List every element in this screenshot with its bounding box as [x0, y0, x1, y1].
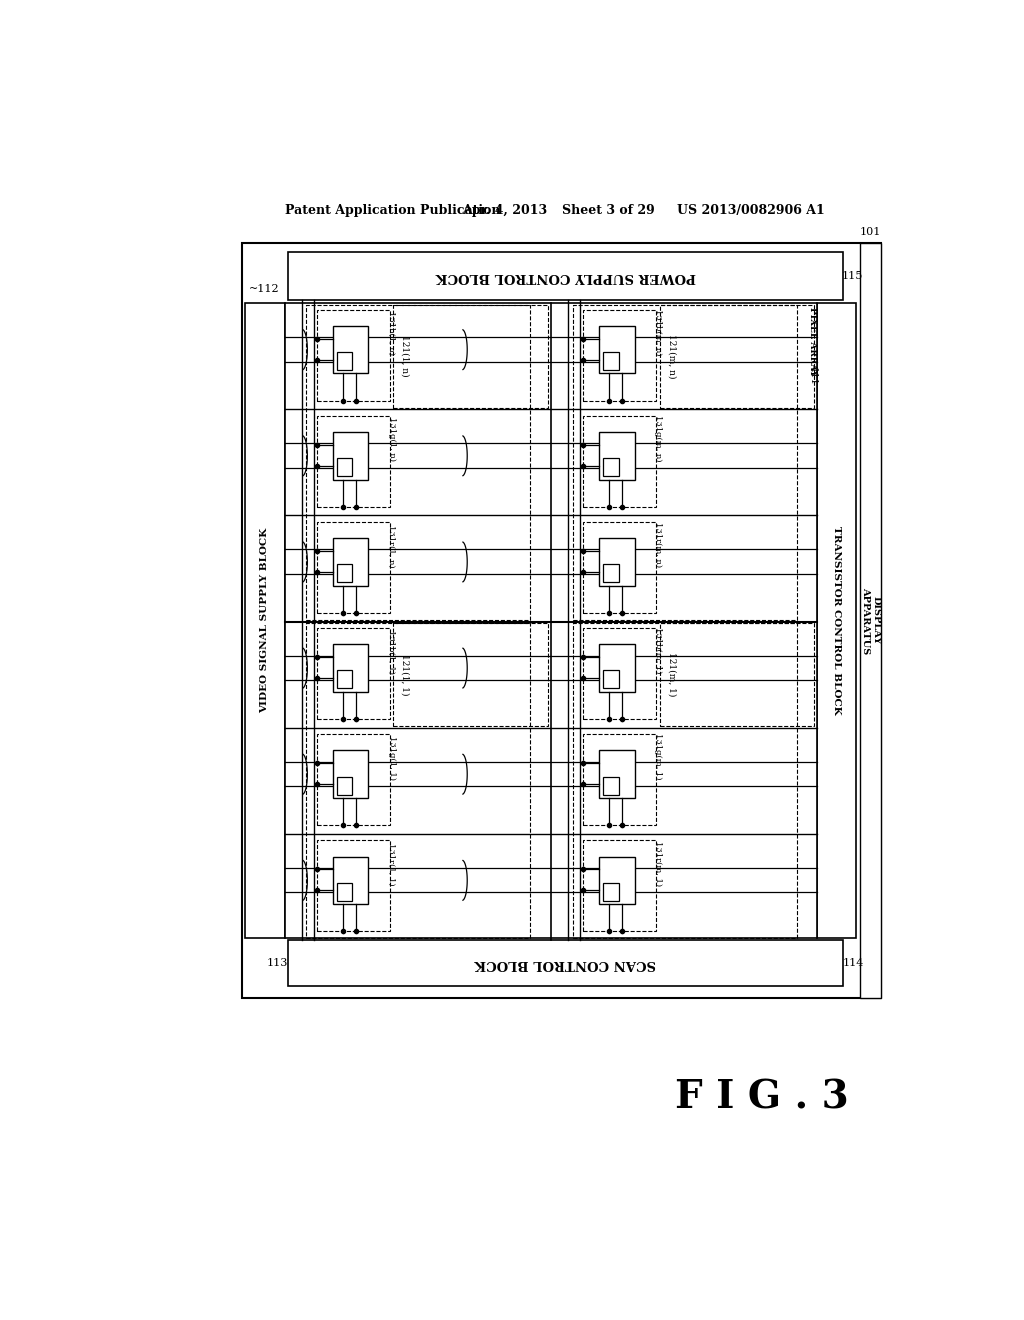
Bar [584, 521, 656, 612]
Bar [599, 432, 635, 479]
Bar [306, 623, 530, 939]
Text: 121(1, 1): 121(1, 1) [401, 653, 410, 696]
Bar [584, 309, 656, 401]
Bar [316, 734, 390, 825]
Bar [603, 671, 618, 689]
Bar [337, 352, 352, 370]
Text: 131g(1, 1): 131g(1, 1) [388, 735, 395, 780]
Text: 131g(1, n): 131g(1, n) [388, 417, 395, 461]
Bar [333, 326, 368, 374]
Text: 131r(1, 1): 131r(1, 1) [388, 843, 395, 886]
Bar [599, 644, 635, 692]
Bar [243, 243, 882, 998]
Text: SCAN CONTROL BLOCK: SCAN CONTROL BLOCK [475, 957, 656, 970]
Bar [245, 304, 285, 939]
Text: US 2013/0082906 A1: US 2013/0082906 A1 [677, 205, 825, 218]
Bar [659, 623, 814, 726]
Text: 131r(m, n): 131r(m, n) [654, 523, 662, 568]
Bar [333, 644, 368, 692]
Bar [860, 243, 882, 998]
Bar [316, 416, 390, 507]
Text: POWER SUPPLY CONTROL BLOCK: POWER SUPPLY CONTROL BLOCK [435, 269, 695, 282]
Text: 131b(m, 1): 131b(m, 1) [654, 627, 662, 673]
Bar [337, 458, 352, 477]
Bar [603, 458, 618, 477]
Bar [572, 305, 797, 620]
Bar [599, 326, 635, 374]
Bar [817, 304, 856, 939]
Bar [316, 841, 390, 932]
Bar [584, 628, 656, 719]
Text: 131g(m, n): 131g(m, n) [654, 414, 662, 461]
Bar [603, 883, 618, 900]
Text: 131g(m, 1): 131g(m, 1) [654, 733, 662, 780]
Bar [393, 623, 548, 726]
Text: Patent Application Publication: Patent Application Publication [285, 205, 500, 218]
Bar [285, 304, 817, 939]
Bar [337, 883, 352, 900]
Text: Sheet 3 of 29: Sheet 3 of 29 [562, 205, 654, 218]
Bar [333, 751, 368, 799]
Text: Apr. 4, 2013: Apr. 4, 2013 [462, 205, 547, 218]
Bar [306, 305, 530, 620]
Bar [584, 734, 656, 825]
Bar [337, 565, 352, 582]
Bar [603, 776, 618, 795]
Bar [333, 539, 368, 586]
Bar [333, 432, 368, 479]
Bar [393, 305, 548, 408]
Bar [572, 623, 797, 939]
Text: 121(m, n): 121(m, n) [668, 334, 677, 379]
Text: TRANSISTOR CONTROL BLOCK: TRANSISTOR CONTROL BLOCK [833, 527, 841, 715]
Bar [659, 305, 814, 408]
Text: PIXEL ARRAY: PIXEL ARRAY [808, 308, 817, 376]
Bar [584, 841, 656, 932]
Bar [603, 352, 618, 370]
Text: 111: 111 [808, 367, 817, 385]
Text: F I G . 3: F I G . 3 [675, 1078, 849, 1117]
Text: 131b(1, 1): 131b(1, 1) [388, 630, 395, 673]
Bar [316, 628, 390, 719]
Text: 113: 113 [267, 958, 289, 968]
Bar [603, 565, 618, 582]
Text: 121(m, 1): 121(m, 1) [668, 652, 677, 697]
Bar [316, 521, 390, 612]
Bar [599, 751, 635, 799]
Text: 101: 101 [860, 227, 882, 238]
Bar [584, 416, 656, 507]
Text: 131b(1, n): 131b(1, n) [388, 312, 395, 355]
Text: VIDEO SIGNAL SUPPLY BLOCK: VIDEO SIGNAL SUPPLY BLOCK [260, 528, 269, 713]
Text: 115: 115 [842, 271, 863, 281]
Bar [316, 309, 390, 401]
Bar [289, 940, 843, 986]
Text: 114: 114 [843, 958, 864, 968]
Bar [599, 857, 635, 904]
Bar [337, 776, 352, 795]
Bar [337, 671, 352, 689]
Text: DISPLAY
APPARATUS: DISPLAY APPARATUS [861, 587, 881, 653]
Text: ~112: ~112 [249, 284, 280, 294]
Text: 131r(m, 1): 131r(m, 1) [654, 841, 662, 886]
Bar [599, 539, 635, 586]
Text: 131r(1, n): 131r(1, n) [388, 525, 395, 568]
Bar [333, 857, 368, 904]
Text: 121(1, n): 121(1, n) [401, 335, 410, 378]
Bar [289, 252, 843, 300]
Text: 131b(m, n): 131b(m, n) [654, 309, 662, 355]
